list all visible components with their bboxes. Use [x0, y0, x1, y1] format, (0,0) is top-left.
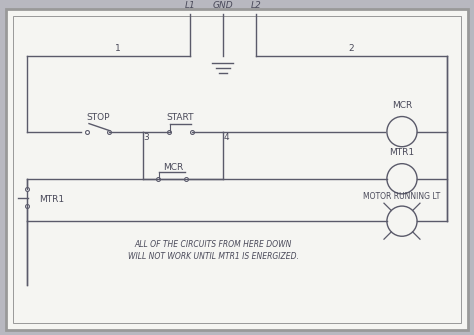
Text: MTR1: MTR1	[39, 195, 64, 204]
Text: 4: 4	[223, 133, 229, 142]
Text: MCR: MCR	[163, 163, 183, 172]
Text: WILL NOT WORK UNTIL MTR1 IS ENERGIZED.: WILL NOT WORK UNTIL MTR1 IS ENERGIZED.	[128, 252, 299, 261]
Text: STOP: STOP	[86, 113, 109, 122]
Text: 1: 1	[115, 44, 121, 53]
Text: START: START	[167, 113, 194, 122]
Text: GND: GND	[212, 1, 233, 10]
Text: 2: 2	[348, 44, 354, 53]
Text: MOTOR RUNNING LT: MOTOR RUNNING LT	[364, 192, 441, 201]
Text: 3: 3	[143, 133, 149, 142]
Text: ALL OF THE CIRCUITS FROM HERE DOWN: ALL OF THE CIRCUITS FROM HERE DOWN	[135, 240, 292, 249]
Text: L1: L1	[184, 1, 195, 10]
Text: MTR1: MTR1	[390, 148, 415, 157]
Text: MCR: MCR	[392, 101, 412, 110]
Text: L2: L2	[250, 1, 261, 10]
